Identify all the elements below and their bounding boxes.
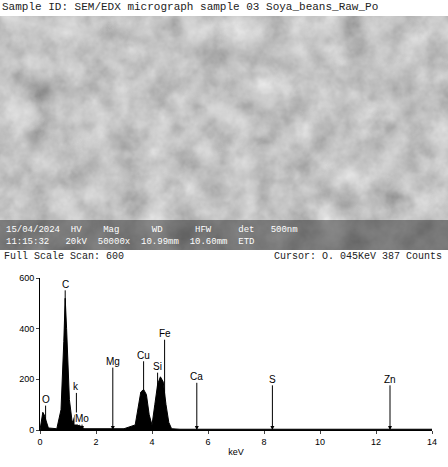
svg-text:0: 0 [37, 437, 42, 447]
svg-text:200: 200 [19, 374, 34, 384]
svg-text:6: 6 [205, 437, 210, 447]
svg-text:Cu: Cu [137, 350, 150, 361]
svg-text:11:15:32 20kV 50000x 10.99: 11:15:32 20kV 50000x 10.99mm 10.60mm ETD [6, 237, 254, 247]
svg-text:400: 400 [19, 324, 34, 334]
svg-text:k: k [73, 381, 79, 392]
svg-text:600: 600 [19, 273, 34, 283]
svg-text:Zn: Zn [384, 374, 396, 385]
svg-text:8: 8 [261, 437, 266, 447]
svg-text:Mo: Mo [75, 413, 89, 424]
svg-text:4: 4 [149, 437, 154, 447]
svg-text:12: 12 [371, 437, 381, 447]
svg-text:Si: Si [153, 361, 162, 372]
svg-text:10: 10 [315, 437, 325, 447]
svg-text:Ca: Ca [190, 371, 203, 382]
svg-text:Mg: Mg [106, 356, 120, 367]
svg-text:S: S [269, 374, 276, 385]
svg-text:keV: keV [228, 447, 244, 457]
html-text:Sample ID: SEM/EDX micrograph: Sample ID: SEM/EDX micrograph sample 03 … [2, 1, 379, 13]
html-text:Full Scale Scan: 600: Full Scale Scan: 600 [4, 251, 124, 262]
svg-text:Fe: Fe [159, 328, 171, 339]
svg-text:C: C [62, 279, 69, 290]
svg-text:0: 0 [29, 425, 34, 435]
svg-text:2: 2 [93, 437, 98, 447]
html-text:Cursor: O. 045KeV 387 Counts: Cursor: O. 045KeV 387 Counts [274, 251, 442, 262]
svg-text:15/04/2024 HV Mag WD: 15/04/2024 HV Mag WD HFW det 500nm [6, 225, 298, 235]
svg-text:O: O [42, 394, 50, 405]
svg-text:14: 14 [427, 437, 437, 447]
